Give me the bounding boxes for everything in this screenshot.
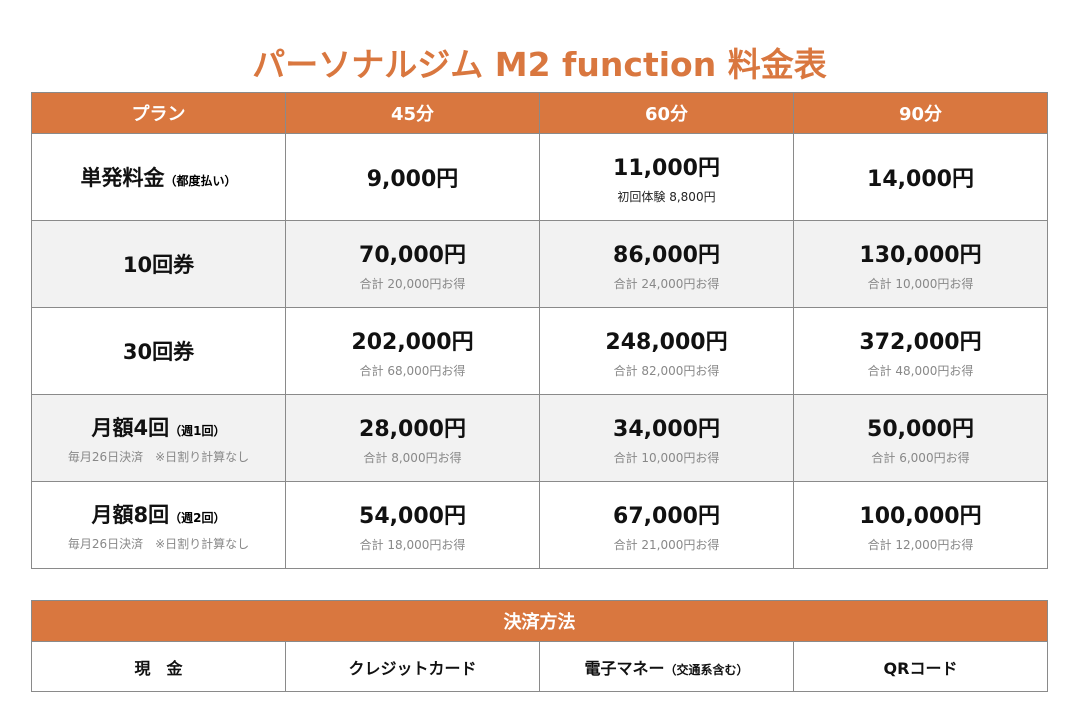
price-cell: 67,000円合計 21,000円お得 <box>539 481 794 569</box>
price-cell: 50,000円合計 6,000円お得 <box>793 394 1048 482</box>
price-cell: 34,000円合計 10,000円お得 <box>539 394 794 482</box>
price-savings: 合計 18,000円お得 <box>359 537 466 552</box>
payment-table: 決済方法 現 金 クレジットカード 電子マネー（交通系含む） QRコード <box>31 600 1048 692</box>
payment-header: 決済方法 <box>31 600 1048 642</box>
payment-cash: 現 金 <box>31 641 286 692</box>
plan-label: 単発料金 <box>80 166 165 190</box>
price-savings: 初回体験 8,800円 <box>617 189 716 204</box>
price-table-header: プラン 45分 60分 90分 <box>31 92 1048 134</box>
table-row: 30回券 202,000円 合計 68,000円お得 248,000円 合計 82,00… <box>31 307 1048 395</box>
price-savings: 合計 68,000円お得 <box>359 363 466 378</box>
price-cell: 130,000円合計 10,000円お得 <box>793 220 1048 308</box>
price: 54,000円 <box>359 503 466 529</box>
price: 202,000円 <box>351 329 474 355</box>
payment-methods-row: 現 金 クレジットカード 電子マネー（交通系含む） QRコード <box>31 641 1048 692</box>
price: 86,000円 <box>613 242 720 268</box>
price-cell: 86,000円合計 24,000円お得 <box>539 220 794 308</box>
header-90min: 90分 <box>793 92 1048 134</box>
price: 28,000円 <box>359 416 466 442</box>
plan-cell: 月額8回（週2回） 毎月26日決済 ※日割り計算なし <box>31 481 286 569</box>
plan-cell: 月額4回（週1回） 毎月26日決済 ※日割り計算なし <box>31 394 286 482</box>
price-cell: 54,000円合計 18,000円お得 <box>285 481 540 569</box>
plan-label-note: （週1回） <box>169 423 226 438</box>
price-cell: 9,000円 <box>285 133 540 221</box>
e-money-label: 電子マネー <box>584 658 665 678</box>
plan-label: 10回券 <box>122 253 195 277</box>
payment-credit-card: クレジットカード <box>285 641 540 692</box>
plan-cell: 30回券 <box>31 307 286 395</box>
price-savings: 合計 82,000円お得 <box>613 363 720 378</box>
price-cell: 70,000円合計 20,000円お得 <box>285 220 540 308</box>
price: 9,000円 <box>366 167 459 192</box>
header-plan: プラン <box>31 92 286 134</box>
price-cell: 248,000円合計 82,000円お得 <box>539 307 794 395</box>
plan-label: 30回券 <box>122 340 195 364</box>
e-money-note: （交通系含む） <box>664 662 749 677</box>
price: 11,000円 <box>613 155 720 181</box>
price: 50,000円 <box>867 416 974 442</box>
price-savings: 合計 21,000円お得 <box>613 537 720 552</box>
price: 14,000円 <box>867 167 974 192</box>
price-savings: 合計 48,000円お得 <box>867 363 974 378</box>
plan-label: 月額4回 <box>91 415 170 440</box>
price-savings: 合計 10,000円お得 <box>867 276 974 291</box>
price-cell: 14,000円 <box>793 133 1048 221</box>
header-60min: 60分 <box>539 92 794 134</box>
plan-billing-note: 毎月26日決済 ※日割り計算なし <box>67 449 250 464</box>
price-cell: 28,000円合計 8,000円お得 <box>285 394 540 482</box>
header-45min: 45分 <box>285 92 540 134</box>
plan-billing-note: 毎月26日決済 ※日割り計算なし <box>67 536 250 551</box>
price: 100,000円 <box>859 503 982 529</box>
plan-label: 月額8回 <box>91 502 170 527</box>
price-savings: 合計 20,000円お得 <box>359 276 466 291</box>
price: 70,000円 <box>359 242 466 268</box>
page-title: パーソナルジム M2 function 料金表 <box>252 45 827 84</box>
price-savings: 合計 12,000円お得 <box>867 537 974 552</box>
payment-qr-code: QRコード <box>793 641 1048 692</box>
price-table: プラン 45分 60分 90分 単発料金（都度払い） 9,000円 11,000円初… <box>31 92 1048 569</box>
price-savings: 合計 6,000円お得 <box>871 450 970 465</box>
payment-e-money: 電子マネー（交通系含む） <box>539 641 794 692</box>
price: 248,000円 <box>605 329 728 355</box>
plan-label-note: （都度払い） <box>164 174 237 188</box>
plan-cell: 単発料金（都度払い） <box>31 133 286 221</box>
price: 67,000円 <box>613 503 720 529</box>
price: 130,000円 <box>859 242 982 268</box>
table-row: 月額8回（週2回） 毎月26日決済 ※日割り計算なし 54,000円合計 18,00… <box>31 481 1048 569</box>
plan-label-note: （週2回） <box>169 510 226 525</box>
plan-cell: 10回券 <box>31 220 286 308</box>
price-cell: 202,000円合計 68,000円お得 <box>285 307 540 395</box>
table-row: 10回券 70,000円 合計 20,000円お得 86,000円 合計 24,000円… <box>31 220 1048 308</box>
price-cell: 372,000円合計 48,000円お得 <box>793 307 1048 395</box>
price-savings: 合計 8,000円お得 <box>363 450 462 465</box>
price-savings: 合計 24,000円お得 <box>613 276 720 291</box>
price-cell: 100,000円合計 12,000円お得 <box>793 481 1048 569</box>
price-cell: 11,000円初回体験 8,800円 <box>539 133 794 221</box>
table-row: 単発料金（都度払い） 9,000円 11,000円初回体験 8,800円 14,000… <box>31 133 1048 221</box>
table-row: 月額4回（週1回） 毎月26日決済 ※日割り計算なし 28,000円合計 8,000… <box>31 394 1048 482</box>
price: 34,000円 <box>613 416 720 442</box>
price-savings: 合計 10,000円お得 <box>613 450 720 465</box>
price: 372,000円 <box>859 329 982 355</box>
